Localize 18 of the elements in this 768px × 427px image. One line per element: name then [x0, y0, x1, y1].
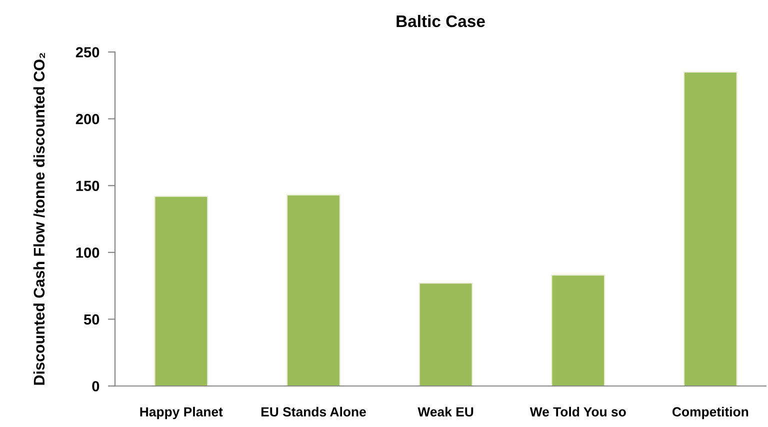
- bar: [418, 282, 473, 386]
- y-tick-label: 0: [92, 381, 100, 392]
- x-tick-label: EU Stands Alone: [261, 406, 366, 417]
- bar: [683, 71, 738, 386]
- y-tick-label: 250: [76, 47, 100, 58]
- chart-title: Baltic Case: [396, 14, 485, 28]
- bar: [551, 274, 606, 386]
- y-tick-label: 200: [76, 114, 100, 124]
- y-tick-label: 100: [76, 248, 100, 258]
- y-tick-label: 150: [76, 180, 100, 192]
- y-tick-label: 50: [84, 314, 100, 325]
- x-tick-label: We Told You so: [530, 406, 626, 417]
- bar: [286, 194, 340, 386]
- x-tick-label: Happy Planet: [140, 406, 223, 420]
- x-tick-label: Competition: [672, 406, 748, 420]
- bar: [154, 196, 208, 386]
- x-tick-label: Weak EU: [418, 406, 474, 417]
- y-axis-title: Discounted Cash Flow /tonne discounted CO₂: [33, 53, 45, 385]
